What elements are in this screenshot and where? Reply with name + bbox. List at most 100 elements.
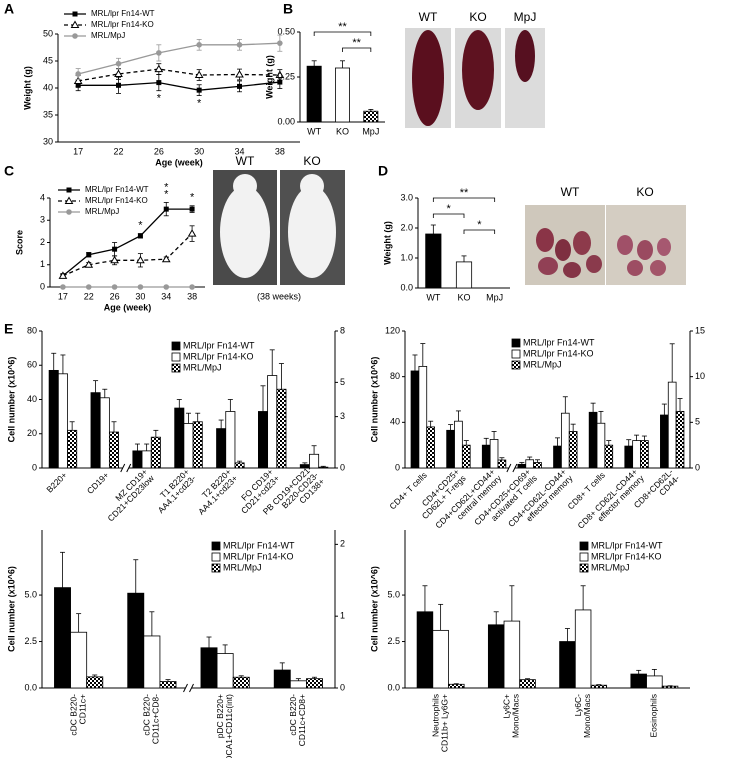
bar [660, 414, 669, 469]
y-tick-label: 50 [43, 28, 53, 38]
x-tick-label: WT [307, 126, 321, 136]
y-tick-label: 1 [40, 259, 45, 269]
significance-bracket [342, 47, 372, 52]
y-tick-label: 2.5 [24, 636, 37, 646]
bar [225, 411, 236, 469]
lymph-node-photos [525, 205, 686, 285]
legend-swatch [211, 552, 221, 562]
x-axis-label: Age (week) [104, 302, 152, 312]
x-tick-label: Mono/Macs [582, 694, 592, 738]
bar [67, 429, 78, 469]
legend-label: MRL/lpr Fn14-KO [591, 551, 662, 561]
marker [196, 87, 202, 93]
x-tick-label: MpJ [486, 292, 503, 302]
legend-label: MRL/MpJ [591, 562, 630, 572]
marker [163, 206, 169, 212]
marker [58, 271, 68, 279]
marker [196, 42, 202, 48]
legend-label: MRL/lpr Fn14-WT [91, 9, 155, 18]
y-tick-label: 80 [27, 325, 37, 335]
y2-tick-label: 0 [340, 682, 345, 692]
significance-label: ** [338, 21, 347, 33]
bar [216, 428, 227, 469]
marker [275, 70, 285, 79]
y-tick-label: 0.0 [400, 282, 413, 292]
bar [200, 647, 218, 689]
y2-tick-label: 0 [695, 462, 700, 472]
image-label: KO [303, 154, 320, 168]
bar [624, 445, 634, 469]
legend-label: MRL/lpr Fn14-WT [523, 337, 595, 347]
bar [432, 629, 449, 689]
y-tick-label: 60 [27, 360, 37, 370]
marker [114, 69, 123, 77]
marker [111, 284, 118, 290]
legend-swatch [511, 338, 521, 348]
significance-bracket [432, 213, 465, 218]
y-tick-label: 5.0 [387, 589, 400, 599]
bar [48, 369, 59, 469]
bar [525, 459, 535, 469]
marker [84, 260, 94, 268]
image-label: KO [469, 10, 486, 24]
x-tick-label: 34 [161, 291, 171, 301]
legend-label: MRL/lpr Fn14-KO [223, 551, 294, 561]
x-tick-label: B220+ [44, 470, 69, 495]
y2-tick-label: 1 [340, 611, 345, 621]
bar [487, 624, 505, 689]
y-tick-label: 0.00 [277, 116, 295, 126]
axis-break [183, 683, 188, 693]
bar [596, 422, 606, 469]
legend-swatch [579, 552, 589, 562]
x-tick-label: pDC B220+ [215, 694, 225, 738]
bar [132, 450, 143, 469]
bar [604, 444, 614, 469]
marker [66, 187, 72, 193]
bar [489, 439, 499, 469]
x-tick-label: CD19+ [85, 470, 111, 496]
y-tick-label: 45 [43, 55, 53, 65]
axis-break-gap [122, 466, 129, 470]
x-tick-label: mPDCA1+CD11c(int) [224, 694, 234, 758]
panel-letter: A [4, 1, 14, 17]
annotation: * [138, 220, 143, 232]
image-caption: (38 weeks) [257, 291, 301, 301]
marker [64, 196, 74, 204]
marker [277, 79, 283, 85]
legend-label: MRL/lpr Fn14-WT [223, 540, 295, 550]
y-axis-label: Cell number (x10^6) [369, 566, 379, 652]
x-tick-label: cDC B220- [288, 694, 298, 736]
marker [189, 284, 195, 290]
bar [448, 683, 465, 689]
bar [141, 450, 152, 469]
y-tick-label: 3.0 [400, 192, 413, 202]
y-tick-label: 4 [40, 192, 45, 202]
marker [194, 70, 204, 79]
bar [630, 673, 647, 689]
y2-tick-label: 3 [340, 411, 345, 421]
y-tick-label: 3 [40, 215, 45, 225]
y-tick-label: 0.0 [387, 682, 400, 692]
significance-bracket [463, 229, 496, 234]
x-tick-label: WT [426, 292, 440, 302]
series-line [78, 81, 280, 91]
y-tick-label: 0 [395, 462, 400, 472]
y-tick-label: 0.50 [277, 26, 295, 36]
y-axis-label: Cell number (x10^6) [369, 357, 379, 443]
bar [299, 464, 310, 469]
x-tick-label: 22 [113, 146, 123, 156]
bar [306, 65, 322, 123]
marker [154, 64, 164, 73]
bar [234, 462, 245, 469]
legend-swatch [171, 363, 181, 373]
marker [110, 255, 119, 264]
bar [418, 365, 428, 469]
axis-break [512, 463, 518, 473]
bar [216, 653, 234, 689]
bar [267, 375, 278, 469]
y2-tick-label: 10 [695, 371, 705, 381]
axis-break-gap [185, 686, 192, 690]
marker [277, 40, 283, 46]
x-tick-label: 34 [234, 146, 244, 156]
